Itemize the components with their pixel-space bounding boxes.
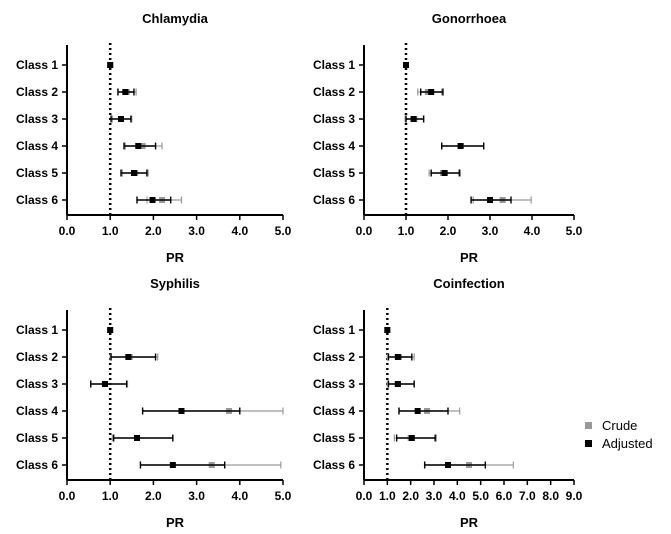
- x-axis-label: PR: [460, 515, 479, 530]
- x-tick-label: 1.0: [102, 224, 119, 238]
- point-estimate-adjusted: [102, 381, 109, 387]
- x-tick-label: 4.0: [524, 224, 541, 238]
- legend-label-crude: Crude: [602, 417, 638, 433]
- x-tick-label: 4.0: [231, 489, 248, 503]
- category-label: Class 4: [313, 404, 355, 418]
- point-estimate-adjusted: [403, 62, 409, 68]
- category-label: Class 6: [313, 193, 355, 207]
- x-tick-label: 0.0: [356, 224, 373, 238]
- x-tick-label: 1.0: [102, 489, 119, 503]
- x-tick-label: 3.0: [482, 224, 499, 238]
- category-label: Class 1: [16, 58, 58, 72]
- category-label: Class 4: [16, 404, 58, 418]
- x-tick-label: 4.0: [231, 224, 248, 238]
- category-label: Class 6: [16, 193, 58, 207]
- legend-label-adjusted: Adjusted: [602, 435, 653, 451]
- panel-gonorrhoea: Gonorrhoea 0.0 1.0 2.0 3.0 4.0 5.0 PR Class 1 Cla…: [313, 11, 583, 265]
- chart-title: Gonorrhoea: [432, 11, 507, 26]
- category-label: Class 3: [313, 377, 355, 391]
- category-label: Class 5: [16, 166, 58, 180]
- x-tick-label: 5.0: [275, 224, 292, 238]
- point-estimate-adjusted: [135, 143, 142, 149]
- point-estimate-adjusted: [408, 435, 415, 441]
- category-label: Class 6: [313, 458, 355, 472]
- legend: Crude Adjusted: [585, 416, 653, 452]
- x-tick-label: 5.0: [472, 489, 489, 503]
- x-tick-label: 2.0: [440, 224, 457, 238]
- x-tick-label: 4.0: [449, 489, 466, 503]
- point-estimate-adjusted: [410, 116, 417, 122]
- x-tick-label: 5.0: [275, 489, 292, 503]
- x-tick-label: 0.0: [59, 489, 76, 503]
- point-estimate-adjusted: [107, 62, 114, 68]
- x-tick-label: 0.0: [59, 224, 76, 238]
- point-estimate-adjusted: [133, 435, 140, 441]
- x-tick-label: 8.0: [542, 489, 559, 503]
- point-estimate-adjusted: [384, 327, 391, 333]
- point-estimate-adjusted: [441, 170, 448, 176]
- point-estimate-adjusted: [394, 354, 401, 360]
- point-estimate-adjusted: [445, 462, 451, 468]
- category-label: Class 2: [313, 350, 355, 364]
- category-label: Class 5: [313, 166, 355, 180]
- panel-coinfection: Coinfection 0.0 1.0 2.0 3.0 4.0 5.0 6.0 7.0 8.0 9.…: [313, 276, 583, 530]
- point-estimate-adjusted: [122, 89, 129, 95]
- legend-swatch-adjusted: [585, 439, 592, 447]
- x-tick-label: 9.0: [566, 489, 583, 503]
- point-estimate-adjusted: [130, 170, 137, 176]
- x-tick-label: 3.0: [188, 489, 205, 503]
- point-estimate-adjusted: [169, 462, 176, 468]
- point-estimate-adjusted: [428, 89, 435, 95]
- x-tick-label: 3.0: [426, 489, 443, 503]
- category-label: Class 1: [313, 323, 355, 337]
- category-label: Class 2: [313, 85, 355, 99]
- legend-item-adjusted: Adjusted: [585, 434, 653, 452]
- x-tick-label: 7.0: [519, 489, 536, 503]
- category-label: Class 6: [16, 458, 58, 472]
- x-axis-label: PR: [166, 250, 185, 265]
- x-tick-label: 1.0: [379, 489, 396, 503]
- x-tick-label: 2.0: [145, 489, 162, 503]
- x-tick-label: 0.0: [356, 489, 373, 503]
- point-estimate-adjusted: [414, 408, 421, 414]
- x-axis-label: PR: [460, 250, 479, 265]
- x-tick-label: 6.0: [496, 489, 513, 503]
- category-label: Class 3: [16, 112, 58, 126]
- point-estimate-adjusted: [487, 197, 493, 203]
- chart-title: Syphilis: [150, 276, 200, 291]
- point-estimate-adjusted: [107, 327, 114, 333]
- legend-item-crude: Crude: [585, 416, 653, 434]
- category-label: Class 5: [16, 431, 58, 445]
- category-label: Class 4: [313, 139, 355, 153]
- x-axis-label: PR: [166, 515, 185, 530]
- category-label: Class 3: [16, 377, 58, 391]
- point-estimate-adjusted: [125, 354, 132, 360]
- category-label: Class 2: [16, 85, 58, 99]
- point-estimate-adjusted: [457, 143, 464, 149]
- category-label: Class 5: [313, 431, 355, 445]
- panel-syphilis: Syphilis 0.0 1.0 2.0 3.0 4.0 5.0 PR Class 1 Class…: [16, 276, 292, 530]
- point-estimate-adjusted: [149, 197, 156, 203]
- category-label: Class 1: [313, 58, 355, 72]
- legend-swatch-crude: [585, 421, 592, 429]
- chart-title: Coinfection: [433, 276, 505, 291]
- category-label: Class 4: [16, 139, 58, 153]
- category-label: Class 3: [313, 112, 355, 126]
- x-tick-label: 1.0: [398, 224, 415, 238]
- category-label: Class 2: [16, 350, 58, 364]
- category-label: Class 1: [16, 323, 58, 337]
- x-tick-label: 2.0: [402, 489, 419, 503]
- point-estimate-adjusted: [178, 408, 185, 414]
- x-tick-label: 3.0: [188, 224, 205, 238]
- chart-title: Chlamydia: [142, 11, 209, 26]
- point-estimate-adjusted: [118, 116, 124, 122]
- panel-chlamydia: Chlamydia 0.0 1.0 2.0 3.0 4.0 5.0 PR Class 1 Clas…: [16, 11, 292, 265]
- x-tick-label: 2.0: [145, 224, 162, 238]
- x-tick-label: 5.0: [566, 224, 583, 238]
- point-estimate-adjusted: [394, 381, 401, 387]
